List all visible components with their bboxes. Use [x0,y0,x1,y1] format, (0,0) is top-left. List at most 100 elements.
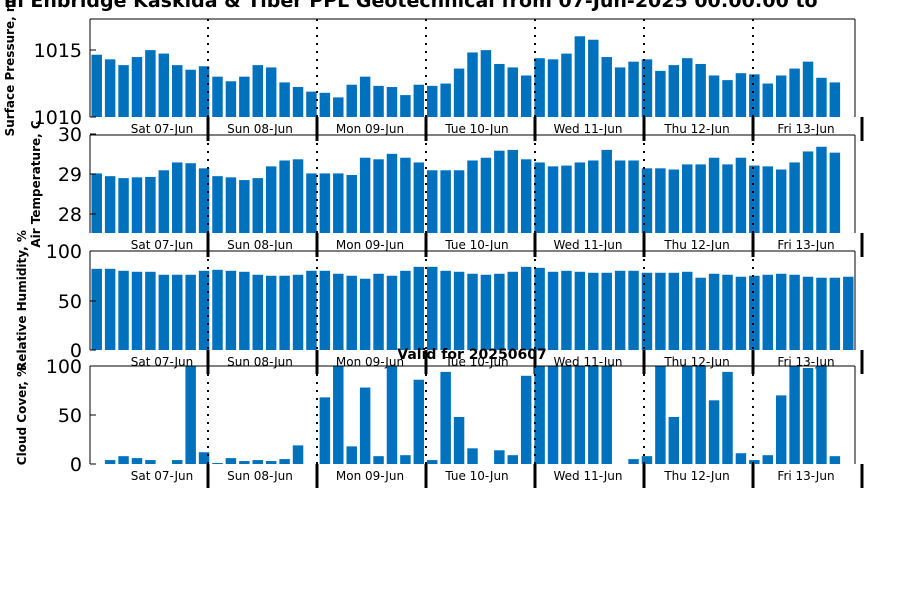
bar [91,173,102,233]
bar [467,273,478,350]
bar [722,164,733,233]
bar [440,270,451,350]
bar [386,87,398,117]
bar [386,275,398,350]
bar [480,157,492,233]
bar [440,170,451,233]
bar [158,53,170,117]
bar [145,176,156,233]
bar [507,67,518,117]
x-day-label: Sat 07-Jun [131,355,194,369]
bar [668,272,680,350]
bar [279,82,290,117]
bar [494,450,505,464]
x-day-label: Tue 10-Jun [444,469,508,483]
bar [520,375,532,464]
bar [816,146,827,233]
bar [695,164,706,233]
bar [453,170,465,233]
y-tick-label: 100 [46,241,82,263]
bar [628,459,639,464]
bar [386,366,398,464]
bar [292,445,304,464]
y-axis-label: Air Temperature, C [29,120,43,248]
bar [588,366,599,464]
bar [480,274,492,350]
bar [131,57,143,117]
panel-3: 0 50 100 Sat 07-Jun Sun 08-Jun Mon 09-Jun Tue … [15,230,864,374]
bar [668,416,680,464]
bar [547,166,559,233]
x-day-label: Sun 08-Jun [227,122,293,136]
bar [239,180,250,233]
bar [467,448,478,464]
bar [453,68,465,117]
bar [641,59,653,117]
bar [641,456,653,464]
bar [574,162,586,233]
bar [239,76,250,117]
bar [212,176,223,233]
bar [145,460,156,464]
bar [225,81,237,117]
y-axis-label: Relative Humidity, % [15,230,29,371]
bar [574,271,586,350]
bar [359,157,371,233]
bar [789,366,800,464]
x-day-label: Fri 13-Jun [777,238,834,252]
x-day-label: Sat 07-Jun [131,122,194,136]
bar [735,276,747,350]
bar [306,91,317,117]
bar [172,65,183,117]
bar [789,68,800,117]
y-tick-label: 0 [70,454,82,476]
bar [400,455,411,464]
bar [775,75,787,117]
bar [775,395,787,464]
bar [749,275,760,350]
bar [682,58,693,117]
bar [494,63,505,117]
bar [158,274,170,350]
bar [735,73,747,117]
x-day-label: Thu 12-Jun [663,469,729,483]
bar [333,173,344,233]
bar [561,366,572,464]
bar [722,371,733,464]
x-day-label: Sat 07-Jun [131,238,194,252]
bar [453,271,465,350]
bar [547,271,559,350]
panel-1: 1010 1015 Sat 07-Jun Sun 08-Jun Mon 09-Jun Tu… [3,0,864,141]
bar [561,165,572,233]
bar [708,400,720,464]
bar [265,275,277,350]
x-day-label: Mon 09-Jun [336,469,404,483]
bar [588,272,599,350]
bar [252,274,263,350]
bar [104,59,116,117]
bar [722,80,733,117]
bar [319,397,331,464]
bar [373,273,384,350]
bar [265,461,277,464]
x-day-label: Thu 12-Jun [663,238,729,252]
bar [574,36,586,117]
bar [561,53,572,117]
y-tick-label: 50 [58,405,82,427]
bar [252,460,263,464]
bar [427,460,438,464]
bar [333,273,344,350]
x-day-label: Tue 10-Jun [444,122,508,136]
bar [453,416,465,464]
bar [198,452,210,464]
x-day-label: Tue 10-Jun [444,238,508,252]
bar [628,61,639,117]
bar [319,92,331,117]
bar [668,169,680,233]
bar [775,169,787,233]
bar [494,273,505,350]
bar [520,159,532,233]
bar [118,270,129,350]
bar [547,366,559,464]
